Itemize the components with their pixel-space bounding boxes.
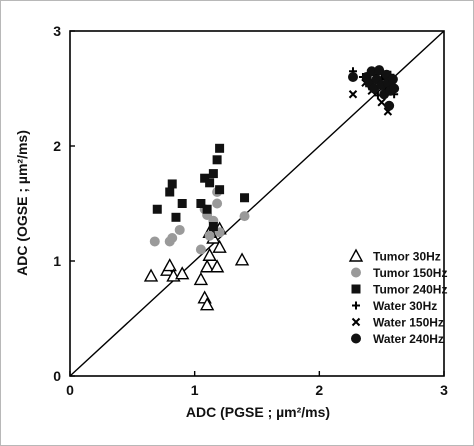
data-point (234, 252, 250, 266)
data-point (143, 268, 159, 282)
legend-marker (351, 333, 361, 344)
data-point (202, 204, 212, 214)
data-point (167, 233, 178, 243)
data-point (239, 211, 250, 222)
legend-marker (351, 284, 361, 294)
series-tumor-30hz (143, 221, 250, 311)
y-tick-label: 3 (53, 23, 61, 39)
data-point (177, 199, 187, 208)
series-tumor-240hz (152, 143, 250, 231)
data-point (212, 198, 223, 209)
data-point (174, 224, 185, 235)
legend-label: Tumor 150Hz (373, 266, 447, 280)
data-point (389, 83, 400, 94)
legend-label: Water 30Hz (373, 299, 437, 313)
data-point (165, 187, 175, 197)
series-tumor-150hz (149, 187, 250, 255)
data-point (152, 204, 162, 214)
legend-marker (352, 301, 360, 310)
data-point (384, 100, 395, 111)
data-point (149, 236, 160, 247)
data-point (209, 259, 225, 273)
data-point (208, 169, 218, 179)
x-axis-title: ADC (PGSE ; µm²/ms) (186, 404, 330, 420)
data-point (200, 173, 210, 183)
data-point (374, 65, 385, 76)
legend-label: Tumor 240Hz (373, 283, 447, 297)
data-point (215, 185, 225, 195)
data-point (202, 247, 217, 261)
data-point (348, 90, 358, 99)
plot-frame (69, 30, 445, 377)
x-tick-label: 0 (66, 382, 74, 398)
data-point (215, 143, 225, 153)
data-point (369, 83, 380, 94)
legend-marker (351, 317, 361, 327)
data-point (175, 266, 190, 280)
y-tick-label: 0 (53, 368, 61, 384)
data-point (377, 98, 386, 107)
data-point (240, 193, 250, 203)
data-point (193, 271, 209, 286)
data-point (199, 259, 215, 273)
legend-marker (351, 267, 361, 278)
legend-label: Water 240Hz (373, 332, 444, 346)
data-point (366, 66, 377, 77)
data-point (195, 244, 206, 255)
data-point (212, 155, 222, 165)
series-water-240hz (347, 65, 400, 111)
data-point (171, 212, 181, 222)
x-tick-label: 3 (440, 382, 448, 398)
legend-label: Tumor 30Hz (373, 250, 441, 264)
legend-marker (348, 248, 364, 262)
data-point (199, 297, 215, 311)
y-axis-title: ADC (OGSE ; µm²/ms) (14, 130, 30, 276)
data-point (167, 179, 177, 189)
x-tick-label: 1 (191, 382, 199, 398)
y-tick-label: 1 (53, 253, 61, 269)
y-tick-label: 2 (53, 138, 61, 154)
data-point (347, 72, 358, 82)
data-point (196, 199, 206, 208)
x-tick-label: 2 (315, 382, 323, 398)
data-point (205, 178, 215, 188)
data-point (387, 74, 398, 85)
legend-label: Water 150Hz (373, 316, 444, 330)
data-point (204, 230, 215, 241)
data-point (212, 239, 227, 253)
data-point (208, 222, 218, 231)
data-point (162, 258, 177, 272)
